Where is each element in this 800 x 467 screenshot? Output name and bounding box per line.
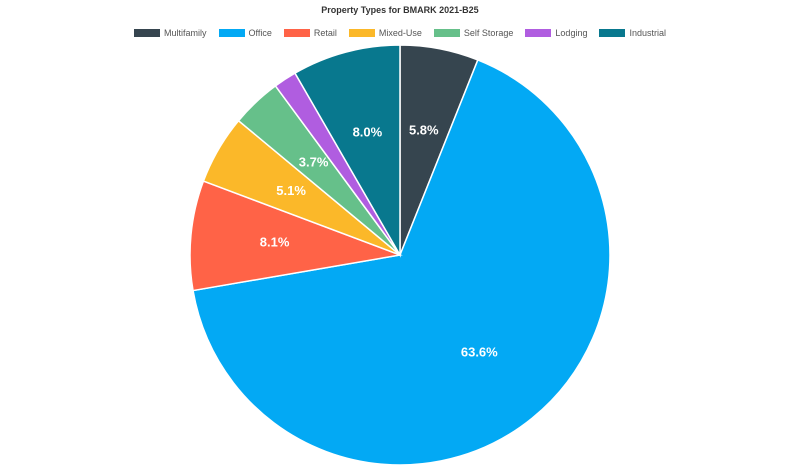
legend-swatch-office xyxy=(218,29,245,37)
legend-swatch-retail xyxy=(283,29,310,37)
data-label-self-storage: 3.7% xyxy=(299,155,329,170)
legend-label-retail: Retail xyxy=(313,28,337,38)
pie-labels: 5.8% 63.6% 8.1% 5.1% 3.7% 8.0% xyxy=(260,123,498,360)
legend-item-self-storage[interactable]: Self Storage xyxy=(433,28,514,38)
legend-swatch-lodging xyxy=(525,29,552,37)
data-label-retail: 8.1% xyxy=(260,235,290,250)
legend-item-multifamily[interactable]: Multifamily xyxy=(134,28,207,38)
legend-label-industrial: Industrial xyxy=(629,28,666,38)
legend-label-self-storage: Self Storage xyxy=(463,28,514,38)
data-label-office: 63.6% xyxy=(461,344,498,359)
data-label-mixed-use: 5.1% xyxy=(276,183,306,198)
legend-item-mixed-use[interactable]: Mixed-Use xyxy=(348,28,422,38)
chart-title: Property Types for BMARK 2021-B25 xyxy=(321,5,479,15)
data-label-industrial: 8.0% xyxy=(353,125,383,140)
legend: Multifamily Office Retail Mixed-Use Self… xyxy=(0,28,800,38)
pie-slice-office[interactable] xyxy=(192,58,611,466)
legend-item-lodging[interactable]: Lodging xyxy=(525,28,587,38)
data-label-multifamily: 5.8% xyxy=(409,123,439,138)
legend-label-mixed-use: Mixed-Use xyxy=(378,28,422,38)
legend-item-industrial[interactable]: Industrial xyxy=(599,28,666,38)
legend-label-office: Office xyxy=(248,28,272,38)
legend-item-office[interactable]: Office xyxy=(218,28,272,38)
legend-label-multifamily: Multifamily xyxy=(164,28,207,38)
legend-item-retail[interactable]: Retail xyxy=(283,28,337,38)
legend-swatch-industrial xyxy=(599,29,626,37)
pie-slices xyxy=(189,44,611,466)
legend-swatch-mixed-use xyxy=(348,29,375,37)
legend-swatch-self-storage xyxy=(433,29,460,37)
legend-swatch-multifamily xyxy=(134,29,160,37)
pie-slice-retail[interactable] xyxy=(189,180,403,292)
pie-slice-industrial[interactable] xyxy=(293,44,401,258)
legend-label-lodging: Lodging xyxy=(555,28,588,38)
